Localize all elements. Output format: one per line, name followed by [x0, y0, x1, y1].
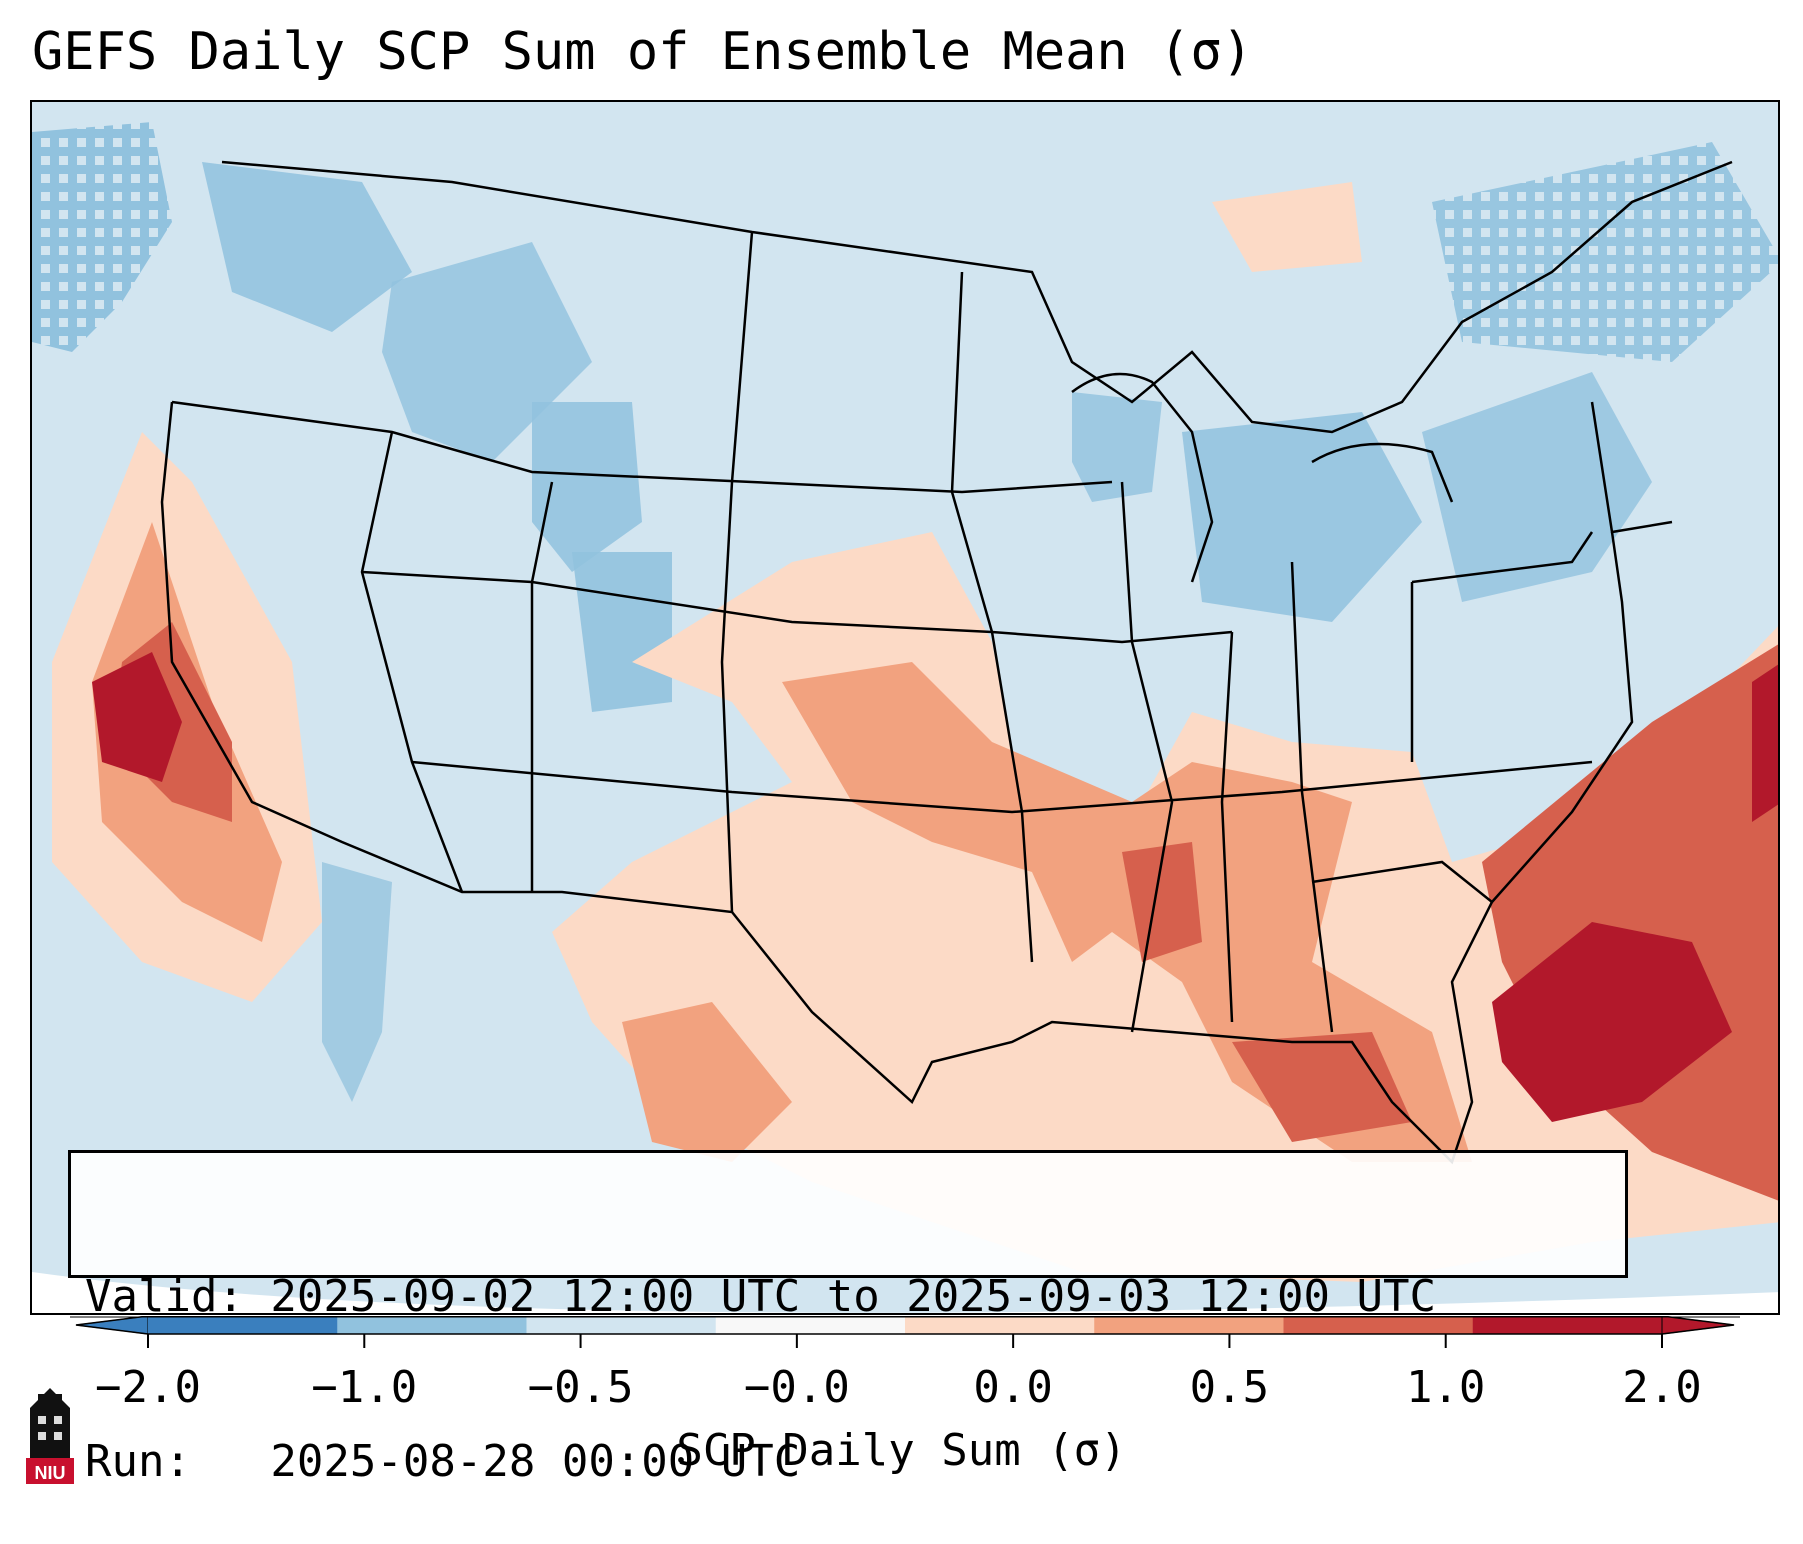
colorbar-tick-label: 2.0 — [1622, 1362, 1702, 1413]
blue-region-pacific-nw — [32, 122, 172, 352]
colorbar-segment — [148, 1316, 338, 1334]
negative-anomaly-regions — [32, 122, 1778, 1102]
extreme-positive-east — [1752, 664, 1778, 822]
colorbar-segment — [526, 1316, 717, 1334]
blue-region-great-lakes — [1182, 412, 1422, 622]
northern-state-line — [171, 400, 1113, 494]
niu-logo: NIU — [26, 1388, 74, 1484]
colorbar — [70, 1316, 1740, 1348]
utah-colorado-line — [530, 481, 554, 892]
ohio-georgia-line — [1290, 561, 1334, 1033]
mid-state-line — [361, 570, 1233, 644]
blue-region-mexico-west — [322, 862, 392, 1102]
svg-text:NIU: NIU — [35, 1463, 66, 1483]
minnesota-iowa-line — [950, 271, 1034, 963]
colorbar-tick-label: 1.0 — [1405, 1362, 1486, 1413]
southern-state-line — [411, 760, 1593, 814]
colorbar-segment — [1094, 1316, 1284, 1334]
nevada-utah-line — [360, 431, 464, 893]
blue-region-washington — [202, 162, 412, 332]
colorbar-tick-label: −0.0 — [743, 1362, 850, 1413]
colorbar-tick-label: −1.0 — [311, 1362, 418, 1413]
projection-edge — [32, 1272, 1778, 1313]
strong-positive-mississippi — [1122, 842, 1202, 962]
chart-title: GEFS Daily SCP Sum of Ensemble Mean (σ) — [32, 22, 1253, 82]
blue-region-wyoming — [532, 402, 642, 572]
blue-region-quebec — [1432, 142, 1778, 362]
mississippi-river-line — [1120, 481, 1174, 1033]
colorbar-tick-label: −2.0 — [95, 1362, 201, 1413]
carolina-line — [1311, 860, 1493, 903]
medium-positive-south — [782, 662, 1472, 1162]
extreme-positive-california — [92, 652, 182, 782]
lake-erie-outline — [1311, 442, 1454, 503]
colorbar-tick-label: −0.5 — [527, 1362, 634, 1413]
validity-info-box: Valid: 2025-09-02 12:00 UTC to 2025-09-0… — [68, 1150, 1628, 1487]
colorbar-extend-high — [1661, 1316, 1735, 1335]
colorbar-segment — [1283, 1316, 1474, 1334]
boundaries — [160, 160, 1733, 1165]
light-positive-ontario — [1212, 182, 1362, 272]
medium-positive-texas — [622, 1002, 792, 1162]
map-canvas — [32, 102, 1778, 1313]
colorbar-tick-label: 0.5 — [1189, 1362, 1270, 1413]
colorbar-title: SCP Daily Sum (σ) — [676, 1425, 1127, 1476]
strong-positive-gulf — [1232, 1032, 1412, 1142]
colorbar-segment — [905, 1316, 1095, 1334]
new-england-line — [1590, 401, 1673, 534]
extreme-positive-atlantic — [1492, 922, 1732, 1122]
valid-time-text: Valid: 2025-09-02 12:00 UTC to 2025-09-0… — [85, 1271, 1437, 1322]
run-time-text: Run: 2025-08-28 00:00 UTC — [85, 1436, 801, 1487]
us-canada-border — [221, 160, 1733, 434]
lake-michigan-outline — [1071, 372, 1214, 583]
colorbar-extend-low — [75, 1316, 149, 1335]
pennsylvania-line — [1411, 531, 1594, 584]
dakota-colorado-line — [720, 231, 754, 913]
colorbar-segment — [1472, 1316, 1663, 1334]
colorbar-segment — [715, 1316, 906, 1334]
colorbar-tick-label: 0.0 — [973, 1362, 1053, 1413]
blue-region-minnesota — [1072, 392, 1162, 502]
indiana-alabama-line — [1220, 631, 1234, 1023]
map-panel — [30, 100, 1780, 1315]
colorbar-segment — [337, 1316, 527, 1334]
blue-region-northeast — [1422, 372, 1652, 602]
